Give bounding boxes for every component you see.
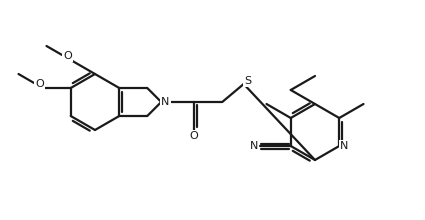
Text: N: N <box>340 141 348 151</box>
Text: N: N <box>250 141 258 151</box>
Text: O: O <box>63 51 72 61</box>
Text: N: N <box>161 97 170 107</box>
Text: O: O <box>190 131 198 141</box>
Text: S: S <box>244 76 251 86</box>
Text: O: O <box>35 79 44 89</box>
